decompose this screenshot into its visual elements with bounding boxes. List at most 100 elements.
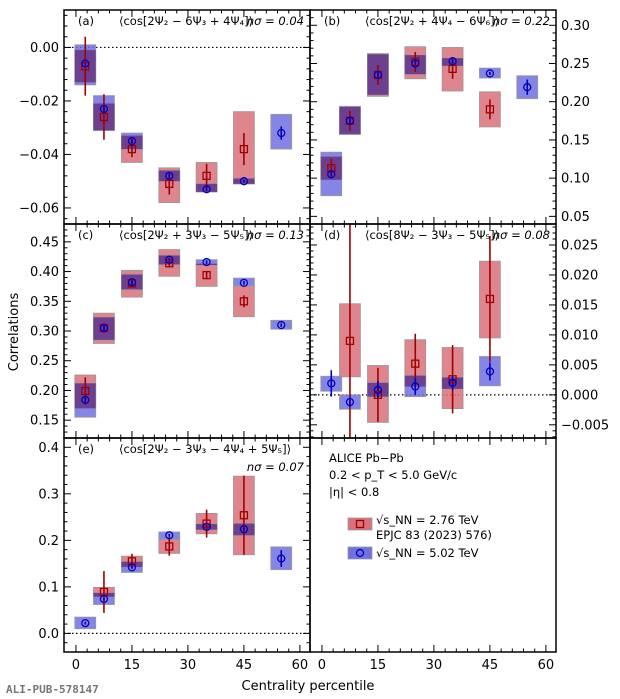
data-point-2.76TeV [165,259,174,268]
data-point-5.02TeV [81,395,90,405]
data-point-5.02TeV [277,554,286,563]
y-tick-label: 0.35 [30,295,59,310]
y-tick-label: −0.06 [19,201,59,216]
data-point-2.76TeV [127,557,137,566]
panel-frame-f [309,437,557,653]
x-tick-label: 0 [318,658,326,673]
panel-nsigma: nσ = 0.08 [493,228,550,242]
x-tick-label: 30 [180,658,197,673]
x-tick-label: 45 [236,658,253,673]
x-tick-label: 45 [482,658,499,673]
data-point-2.76TeV [165,542,174,551]
y-tick-label: −0.02 [19,94,59,109]
panel-nsigma: nσ = 0.13 [247,228,304,242]
data-point-5.02TeV [411,59,420,68]
legend-header-line: |η| < 0.8 [329,485,379,499]
legend-marker-square-icon [355,519,365,529]
panel-nsigma: nσ = 0.07 [247,460,305,474]
y-tick-label: 0.15 [561,133,590,148]
data-point-5.02TeV [277,320,286,330]
data-point-5.02TeV [99,104,109,114]
y-tick-label: 0.40 [30,265,59,280]
data-point-5.02TeV [202,185,211,194]
panel-c: 0.15 0.20 0.25 0.30 0.35 0.40 0.45 (c) ⟨cos[2Ψ₂ … [30,224,310,439]
data-point-5.02TeV [327,379,336,388]
data-point-5.02TeV [239,278,249,288]
data-point-5.02TeV [277,128,286,138]
y-tick-label: 0.2 [38,534,59,549]
panel-label: (e) [78,442,94,456]
data-point-5.02TeV [345,397,355,407]
data-point-2.76TeV [448,375,457,384]
sys-box-overlap [196,263,218,266]
data-point-5.02TeV [411,382,420,391]
data-point-5.02TeV [127,563,137,572]
legend-label-2.76TeV: √s_NN = 2.76 TeV [376,513,479,527]
y-axis-label: Correlations [7,293,22,372]
legend-marker-circle-icon [355,548,365,558]
y-tick-label: 0.025 [561,238,598,253]
data-point-5.02TeV [448,378,457,388]
data-point-5.02TeV [127,278,137,287]
y-tick-label: 0.1 [38,580,59,595]
panel-e: 0 15 30 45 60 0.0 0.1 0.2 0.3 0.4 (e) ⟨cos[2Ψ₂ − 3Ψ… [38,438,310,673]
data-point-5.02TeV [99,594,109,604]
y-tick-label: 0.45 [30,235,59,250]
y-tick-label: −0.005 [561,418,609,433]
x-tick-label: 60 [292,658,309,673]
legend-reference: EPJC 83 (2023) 576) [376,528,492,542]
y-tick-label: 0.20 [30,384,59,399]
y-tick-label: 0.3 [38,487,59,502]
x-tick-label: 15 [370,658,387,673]
panel-observable: ⟨cos[2Ψ₂ − 3Ψ₃ − 4Ψ₄ + 5Ψ₅]⟩ [119,442,291,456]
panel-observable: ⟨cos[2Ψ₂ + 4Ψ₄ − 6Ψ₆]⟩ [365,14,499,28]
y-tick-label: 0.10 [561,172,590,187]
y-tick-label: 0.00 [30,41,59,56]
y-tick-label: 0.015 [561,298,598,313]
data-point-5.02TeV [165,255,174,264]
panel-label: (d) [324,228,340,242]
data-point-2.76TeV [99,112,109,122]
y-tick-label: 0.000 [561,388,598,403]
publication-id: ALI-PUB-578147 [6,683,99,696]
x-tick-label: 30 [426,658,443,673]
panel-observable: ⟨cos[2Ψ₂ + 3Ψ₃ − 5Ψ₅]⟩ [119,228,253,242]
data-point-2.76TeV [239,511,249,520]
legend-header-line: 0.2 < p_T < 5.0 GeV/c [329,468,457,482]
legend-swatch-5.02TeV [347,546,373,560]
data-point-2.76TeV [327,164,336,173]
data-point-2.76TeV [127,144,137,154]
data-point-5.02TeV [373,385,383,395]
y-tick-label: 0.30 [561,19,590,34]
data-point-5.02TeV [327,170,336,179]
data-point-5.02TeV [485,367,495,376]
legend-swatch-2.76TeV [347,517,373,531]
y-tick-label: 0.25 [30,354,59,369]
legend-header-line: ALICE Pb−Pb [329,451,404,465]
y-tick-label: 0.05 [561,210,590,225]
data-point-5.02TeV [165,531,174,540]
legend-label-5.02TeV: √s_NN = 5.02 TeV [376,546,479,560]
data-point-2.76TeV [81,386,90,396]
data-point-2.76TeV [165,179,174,189]
data-point-5.02TeV [373,70,383,80]
panel-a: 0.00 −0.02 −0.04 −0.06 (a) ⟨cos[2Ψ₂ − 6Ψ₃ + 4… [19,10,310,224]
data-point-2.76TeV [202,519,211,528]
data-point-2.76TeV [202,270,211,280]
data-point-2.76TeV [81,62,90,71]
y-tick-label: 0.0 [38,627,59,642]
data-point-2.76TeV [485,294,495,304]
panel-nsigma: nσ = 0.22 [493,14,550,28]
data-point-2.76TeV [485,105,495,114]
y-tick-label: 0.010 [561,328,598,343]
data-point-5.02TeV [485,69,495,78]
legend: 0 15 30 45 60 ALICE Pb−Pb 0.2 < p_T < 5.0 GeV/… [318,438,554,673]
panel-label: (c) [78,228,93,242]
data-point-5.02TeV [165,171,174,181]
data-point-5.02TeV [81,59,90,68]
data-point-5.02TeV [239,525,249,534]
data-point-5.02TeV [345,116,355,125]
panel-observable: ⟨cos[8Ψ₂ − 3Ψ₃ − 5Ψ₅]⟩ [365,228,499,242]
data-point-5.02TeV [523,83,532,92]
